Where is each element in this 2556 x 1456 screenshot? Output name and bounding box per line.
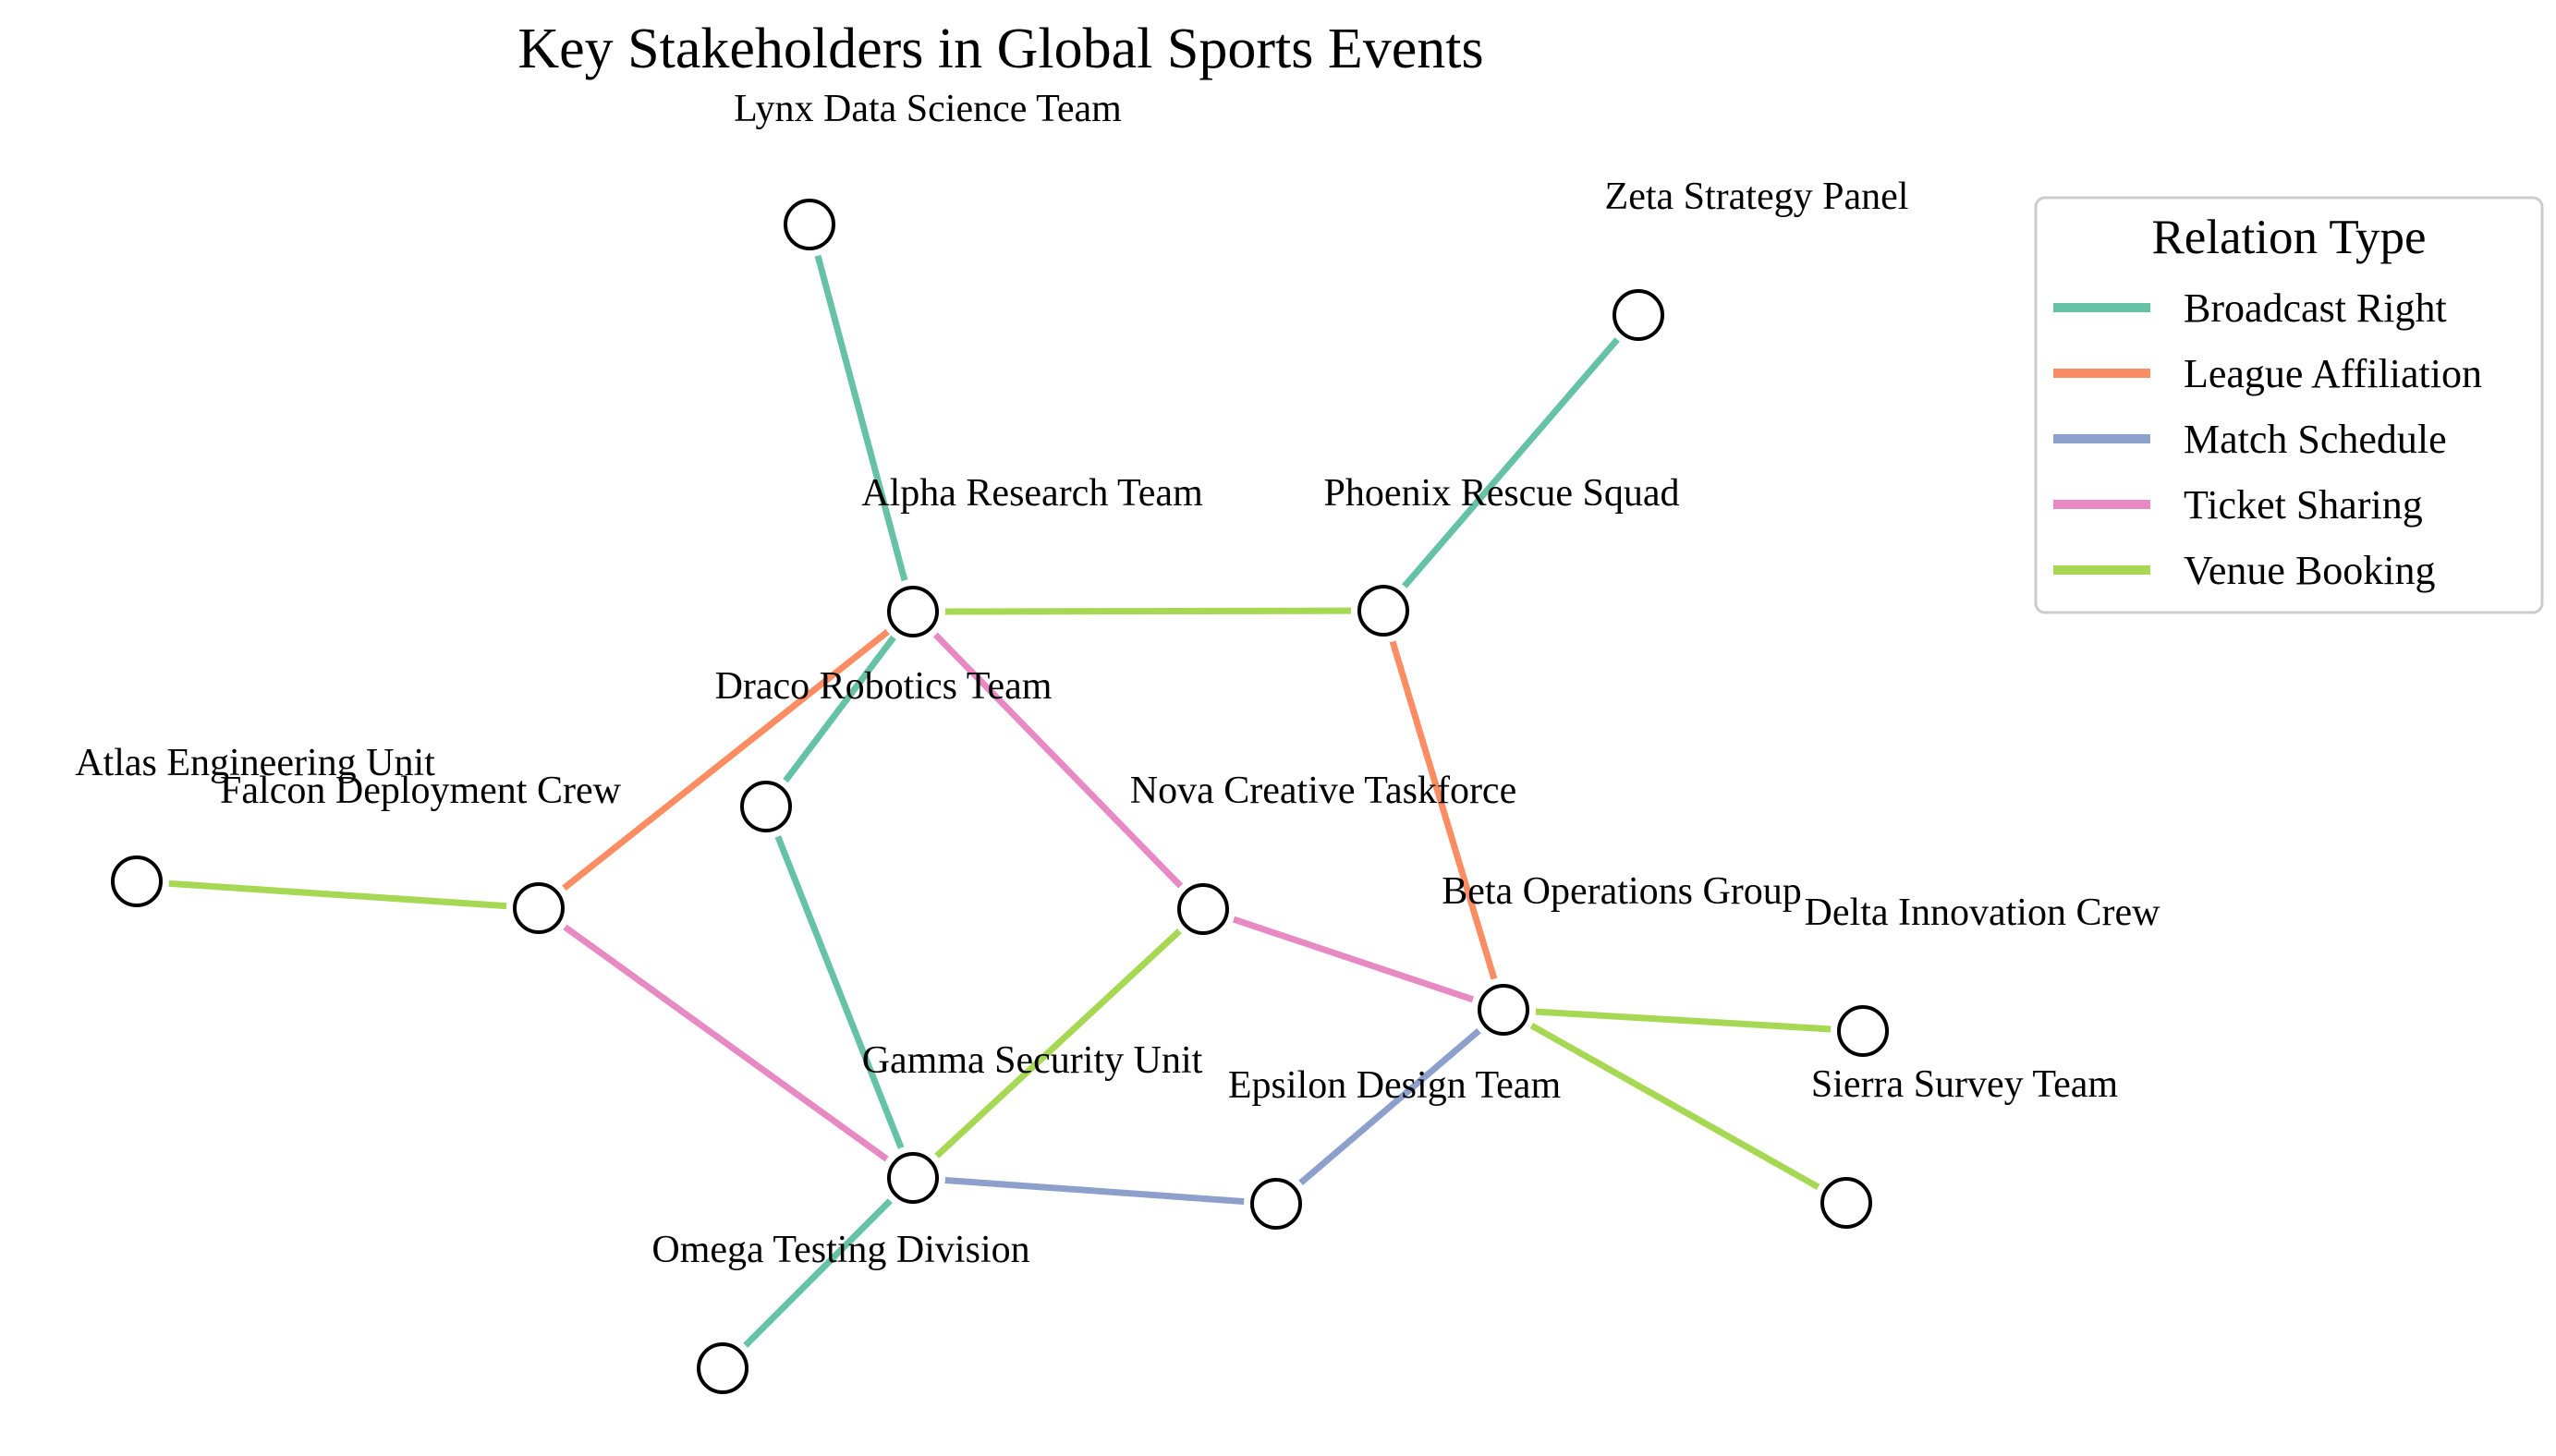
node-falcon xyxy=(513,882,565,934)
node-label-lynx: Lynx Data Science Team xyxy=(734,88,1122,130)
legend-label-ticket-sharing: Ticket Sharing xyxy=(2184,482,2423,528)
edge-draco-gamma xyxy=(762,803,917,1182)
node-label-zeta: Zeta Strategy Panel xyxy=(1605,176,1909,218)
node-alpha xyxy=(887,586,939,637)
node-epsilon xyxy=(1250,1178,1302,1230)
legend-title: Relation Type xyxy=(2151,211,2426,264)
node-label-falcon: Falcon Deployment Crew xyxy=(220,770,622,812)
node-gamma xyxy=(887,1152,939,1204)
edge-alpha-phoenix xyxy=(909,607,1387,615)
node-label-gamma: Gamma Security Unit xyxy=(862,1039,1203,1082)
node-label-omega: Omega Testing Division xyxy=(651,1229,1029,1271)
edge-layer xyxy=(133,221,1867,1372)
node-omega xyxy=(697,1342,749,1394)
legend: Relation Type Broadcast Right League Affi… xyxy=(2034,196,2544,614)
node-atlas xyxy=(111,855,163,907)
edge-nova-gamma xyxy=(909,905,1207,1182)
edge-falcon-gamma xyxy=(535,904,917,1182)
node-label-sierra: Sierra Survey Team xyxy=(1811,1063,2119,1106)
node-phoenix xyxy=(1357,585,1409,637)
legend-items: Broadcast Right League Affiliation Match S… xyxy=(2053,285,2482,593)
node-label-atlas: Atlas Engineering Unit xyxy=(75,742,435,784)
edge-beta-sierra xyxy=(1500,1006,1850,1207)
node-delta xyxy=(1837,1005,1889,1057)
label-layer: Lynx Data Science Team Zeta Strategy Pane… xyxy=(75,88,2160,1271)
node-label-nova: Nova Creative Taskforce xyxy=(1130,770,1516,812)
edge-alpha-falcon xyxy=(535,608,917,912)
node-beta xyxy=(1478,984,1529,1036)
edge-atlas-falcon xyxy=(133,878,542,912)
node-label-delta: Delta Innovation Crew xyxy=(1805,892,2161,934)
legend-label-league-affiliation: League Affiliation xyxy=(2184,351,2482,396)
edge-lynx-alpha xyxy=(806,221,917,615)
node-label-epsilon: Epsilon Design Team xyxy=(1228,1064,1562,1107)
legend-box xyxy=(2034,196,2544,614)
edge-epsilon-beta xyxy=(1272,1006,1507,1207)
legend-label-broadcast-right: Broadcast Right xyxy=(2184,285,2447,331)
node-nova xyxy=(1177,883,1229,935)
edge-gamma-epsilon xyxy=(909,1174,1280,1207)
node-label-alpha: Alpha Research Team xyxy=(861,472,1203,515)
node-label-beta: Beta Operations Group xyxy=(1442,870,1802,913)
node-layer xyxy=(104,192,1895,1401)
legend-label-venue-booking: Venue Booking xyxy=(2184,548,2436,593)
node-draco xyxy=(740,781,792,832)
node-sierra xyxy=(1820,1177,1872,1229)
node-label-phoenix: Phoenix Rescue Squad xyxy=(1324,472,1680,515)
edge-zeta-phoenix xyxy=(1380,311,1642,614)
chart-title: Key Stakeholders in Global Sports Events xyxy=(517,18,1483,80)
edge-phoenix-beta xyxy=(1380,607,1507,1013)
edge-gamma-omega xyxy=(719,1174,917,1372)
node-lynx xyxy=(784,199,835,250)
legend-label-match-schedule: Match Schedule xyxy=(2184,417,2447,462)
edge-alpha-draco xyxy=(762,608,917,810)
node-zeta xyxy=(1613,289,1664,341)
edge-beta-delta xyxy=(1500,1006,1867,1035)
node-label-draco: Draco Robotics Team xyxy=(715,665,1053,708)
edge-alpha-nova xyxy=(909,608,1207,913)
edge-nova-beta xyxy=(1199,905,1507,1013)
